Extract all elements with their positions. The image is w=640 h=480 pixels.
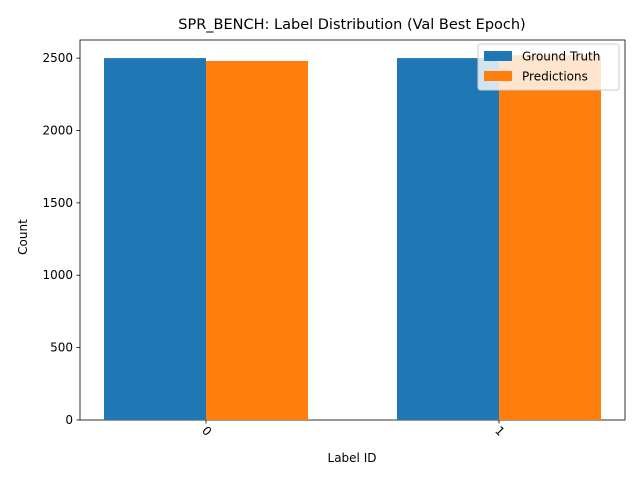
y-tick-label: 1500 — [42, 196, 73, 210]
bar-ground-truth-0 — [104, 58, 206, 420]
legend-label: Ground Truth — [522, 50, 600, 64]
bars-group — [104, 55, 601, 420]
y-tick-label: 2500 — [42, 51, 73, 65]
y-tick-label: 1000 — [42, 268, 73, 282]
y-axis: 0 500 1000 1500 2000 2500 — [42, 51, 80, 427]
bar-predictions-1 — [499, 55, 601, 420]
y-axis-label: Count — [16, 219, 30, 255]
legend-swatch-predictions — [484, 71, 512, 81]
plot-area — [79, 39, 626, 421]
plot-frame — [79, 39, 626, 421]
legend: Ground Truth Predictions — [477, 43, 620, 91]
legend-swatch-ground-truth — [484, 51, 512, 61]
bar-ground-truth-1 — [397, 58, 499, 420]
x-axis-label: Label ID — [328, 451, 377, 465]
legend-label: Predictions — [522, 70, 588, 84]
y-tick-label: 0 — [65, 413, 73, 427]
chart-title: SPR_BENCH: Label Distribution (Val Best … — [178, 17, 525, 33]
bar-predictions-0 — [206, 60, 308, 420]
x-tick-label: 1 — [492, 424, 507, 439]
y-tick-label: 500 — [50, 341, 73, 355]
y-tick-label: 2000 — [42, 123, 73, 137]
x-tick-label: 0 — [199, 424, 214, 439]
legend-box — [477, 43, 620, 91]
